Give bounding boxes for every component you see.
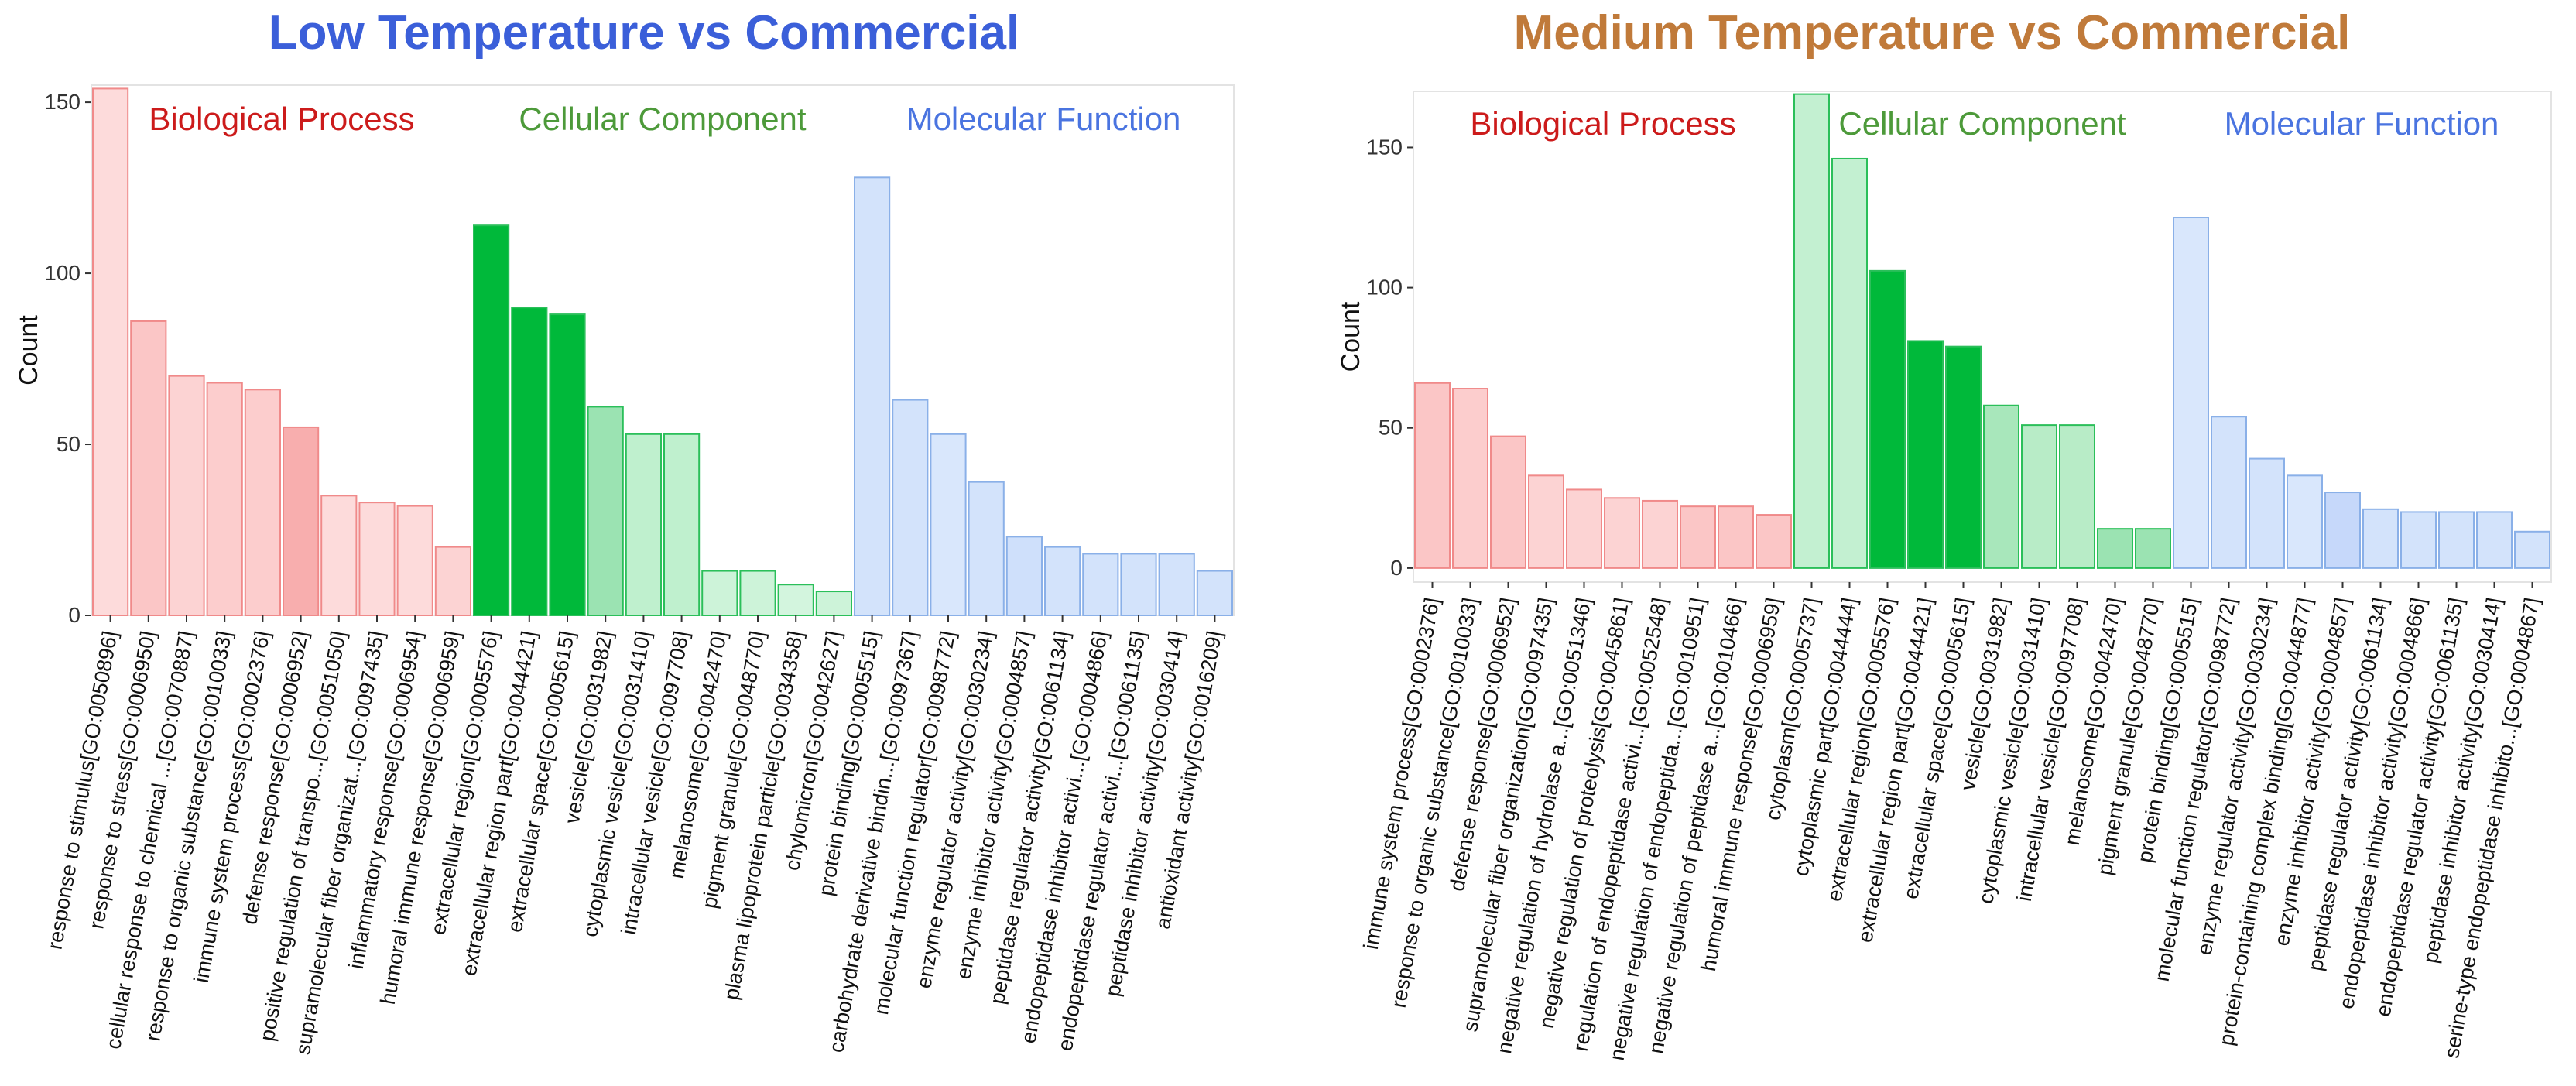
left-chart-panel: Low Temperature vs Commercial 0 50 100 150 C…: [14, 6, 1235, 1057]
right-ytick-label: 0: [1390, 556, 1403, 580]
right-bar-16: [1983, 404, 2019, 569]
right-bar-20: [2135, 528, 2171, 569]
right-bar-29: [2476, 511, 2513, 569]
right-bar-19: [2097, 528, 2133, 569]
right-bar-24: [2287, 474, 2323, 569]
left-bar-23: [930, 433, 967, 616]
right-bar-22: [2211, 416, 2247, 569]
left-bar-11: [473, 224, 510, 616]
left-bar-1: [92, 87, 129, 616]
right-bar-25: [2324, 492, 2361, 569]
right-ytick-label: 150: [1366, 135, 1403, 159]
left-bar-25: [1005, 536, 1043, 617]
left-bar-2: [130, 320, 167, 616]
left-bar-29: [1158, 553, 1195, 616]
left-bar-21: [854, 176, 891, 617]
right-bar-3: [1490, 435, 1526, 569]
right-bar-6: [1604, 497, 1640, 569]
right-bar-10: [1756, 514, 1792, 569]
left-bar-18: [739, 570, 776, 617]
left-bar-16: [663, 433, 701, 616]
left-bar-20: [815, 591, 853, 616]
left-bar-5: [244, 389, 281, 616]
left-bar-22: [892, 399, 929, 616]
right-ytick-label: 50: [1379, 416, 1403, 440]
right-bar-27: [2400, 511, 2437, 569]
left-bar-27: [1082, 553, 1119, 616]
right-bar-2: [1452, 388, 1488, 569]
right-bar-30: [2514, 530, 2550, 569]
left-group-label-2: Cellular Component: [519, 101, 807, 137]
right-bar-18: [2059, 424, 2095, 569]
left-plot-frame: [91, 84, 1235, 616]
right-plot-frame: [1413, 91, 2552, 583]
left-ytick-label: 0: [68, 603, 80, 627]
right-bar-15: [1945, 345, 1982, 569]
left-group-label-1: Biological Process: [149, 101, 414, 137]
right-chart-panel: Medium Temperature vs Commercial 0 50 100 1…: [1288, 0, 2576, 1086]
right-y-axis-label: Count: [1336, 301, 1365, 372]
left-bar-3: [168, 375, 205, 616]
right-chart-title: Medium Temperature vs Commercial: [1513, 6, 2351, 60]
left-bar-26: [1044, 546, 1081, 617]
right-bar-23: [2249, 457, 2285, 569]
right-bar-11: [1793, 93, 1830, 569]
right-bar-7: [1642, 499, 1678, 569]
right-bar-12: [1831, 157, 1868, 569]
right-bar-9: [1718, 505, 1754, 569]
left-bar-6: [283, 426, 320, 616]
right-bar-14: [1907, 340, 1944, 569]
right-bar-13: [1869, 269, 1906, 569]
right-group-label-3: Molecular Function: [2225, 105, 2499, 142]
right-bar-8: [1680, 505, 1716, 569]
right-bar-1: [1414, 382, 1451, 569]
left-chart-title: Low Temperature vs Commercial: [268, 6, 1020, 60]
right-bar-21: [2173, 217, 2209, 569]
right-bar-4: [1528, 474, 1564, 569]
right-group-label-1: Biological Process: [1470, 105, 1735, 142]
left-group-label-3: Molecular Function: [906, 101, 1181, 137]
left-bar-10: [434, 546, 471, 617]
left-ytick-label: 150: [44, 90, 80, 114]
left-bar-9: [396, 505, 433, 616]
right-bar-17: [2021, 424, 2057, 569]
left-bar-13: [549, 313, 586, 616]
right-bar-26: [2362, 508, 2399, 569]
left-bar-28: [1120, 553, 1157, 616]
left-bar-4: [206, 382, 243, 616]
left-bar-7: [320, 495, 358, 616]
right-group-label-2: Cellular Component: [1838, 105, 2126, 142]
right-ytick-label: 100: [1366, 276, 1403, 300]
right-bar-28: [2438, 511, 2475, 569]
left-bar-8: [358, 502, 396, 617]
left-bar-17: [701, 570, 738, 617]
left-y-axis-label: Count: [14, 315, 43, 385]
left-bar-30: [1196, 570, 1234, 617]
left-bar-12: [511, 307, 548, 616]
left-bar-19: [777, 584, 814, 617]
left-ytick-label: 100: [44, 261, 80, 285]
right-bar-5: [1566, 488, 1602, 569]
left-bar-14: [587, 406, 624, 617]
left-bar-24: [968, 481, 1005, 616]
left-bar-15: [625, 433, 662, 616]
left-ytick-label: 50: [57, 432, 80, 456]
